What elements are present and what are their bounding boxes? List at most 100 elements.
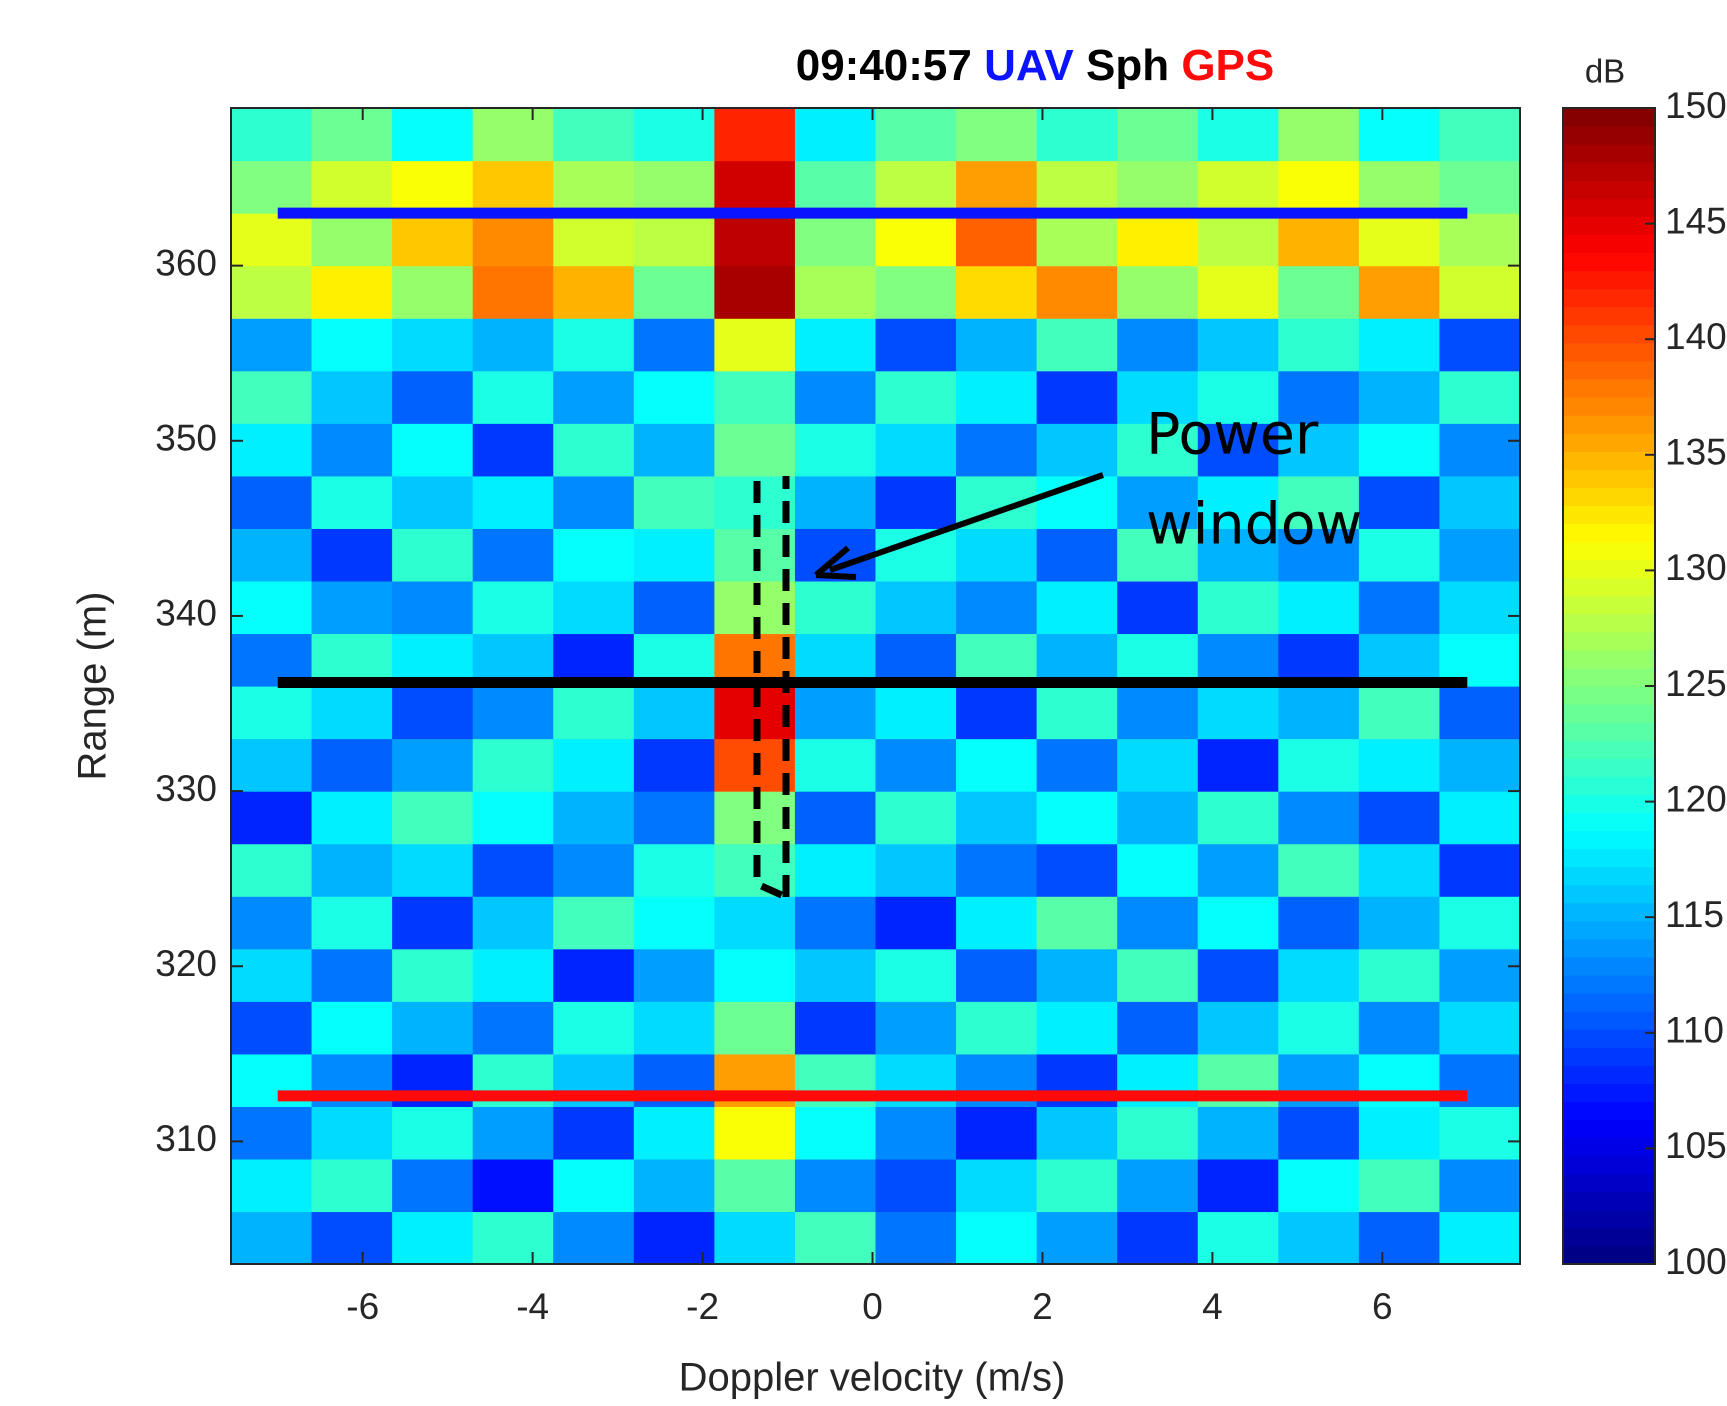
- heatmap-cell: [794, 265, 877, 319]
- colorbar-cell: [1563, 559, 1655, 579]
- heatmap-cell: [311, 1001, 393, 1055]
- colorbar-cell: [1563, 956, 1655, 976]
- colorbar-cell: [1563, 324, 1655, 344]
- heatmap-cell: [1197, 738, 1279, 792]
- heatmap-cell: [956, 738, 1038, 792]
- heatmap-cell: [1117, 843, 1199, 897]
- heatmap-cell: [392, 580, 474, 635]
- heatmap-cell: [794, 1001, 877, 1055]
- heatmap-cell: [633, 528, 715, 582]
- heatmap-cell: [794, 791, 877, 845]
- heatmap-cell: [472, 423, 554, 477]
- heatmap-cell: [1439, 213, 1521, 267]
- heatmap-cell: [1197, 1106, 1279, 1160]
- heatmap-cell: [472, 738, 554, 792]
- heatmap-cell: [311, 1158, 393, 1213]
- heatmap-cell: [1197, 213, 1279, 267]
- heatmap-cell: [956, 843, 1038, 897]
- heatmap-cell: [553, 791, 635, 845]
- heatmap-cell: [1036, 896, 1118, 950]
- heatmap-cell: [1358, 370, 1441, 424]
- heatmap-cell: [1197, 1211, 1279, 1265]
- heatmap-cell: [633, 948, 715, 1002]
- heatmap-cell: [392, 1211, 474, 1265]
- heatmap-cell: [231, 896, 313, 950]
- heatmap-cell: [956, 1001, 1038, 1055]
- heatmap-cell: [714, 1211, 796, 1265]
- arrow-head: [814, 545, 857, 580]
- y-tick-label: 310: [155, 1118, 217, 1159]
- heatmap-cell: [1278, 1158, 1360, 1213]
- heatmap-cell: [392, 160, 474, 214]
- heatmap-cell: [794, 213, 877, 267]
- colorbar-tick-label: 100: [1665, 1241, 1727, 1282]
- heatmap-cell: [1117, 896, 1199, 950]
- colorbar-cell: [1563, 758, 1655, 777]
- heatmap-cell: [1278, 370, 1360, 424]
- heatmap-cell: [1358, 791, 1441, 845]
- heatmap-cell: [794, 370, 877, 424]
- colorbar-cell: [1563, 252, 1655, 272]
- heatmap-cell: [1197, 265, 1279, 319]
- heatmap-cell: [392, 1106, 474, 1160]
- heatmap-cell: [1358, 475, 1441, 529]
- colorbar-cell: [1563, 1119, 1655, 1139]
- heatmap-cell: [553, 896, 635, 950]
- heatmap-cell: [1117, 108, 1199, 162]
- heatmap-cell: [956, 108, 1038, 162]
- heatmap-cell: [714, 423, 796, 477]
- colorbar-tick-label: 125: [1665, 663, 1727, 704]
- heatmap-cell: [1117, 475, 1199, 529]
- colorbar-cell: [1563, 306, 1655, 326]
- heatmap-cell: [1036, 108, 1118, 162]
- heatmap-cell: [794, 843, 877, 897]
- heatmap-cell: [311, 265, 393, 319]
- colorbar-cell: [1563, 451, 1655, 470]
- arrow-shaft: [829, 472, 1104, 573]
- x-tick-label: 0: [862, 1286, 883, 1327]
- heatmap-cell: [553, 160, 635, 214]
- heatmap-cell: [956, 948, 1038, 1002]
- colorbar-cell: [1563, 866, 1655, 886]
- heatmap-cell: [472, 791, 554, 845]
- heatmap-cell: [1117, 791, 1199, 845]
- heatmap-cell: [1439, 580, 1521, 635]
- heatmap-cell: [794, 580, 877, 635]
- heatmap-cell: [956, 370, 1038, 424]
- heatmap-cell: [1278, 1211, 1360, 1265]
- heatmap-cell: [1117, 213, 1199, 267]
- heatmap-cell: [472, 1158, 554, 1213]
- heatmap-cell: [633, 791, 715, 845]
- heatmap-cell: [472, 1106, 554, 1160]
- heatmap-cell: [231, 686, 313, 740]
- heatmap-cell: [1117, 423, 1199, 477]
- heatmap-cell: [1278, 528, 1360, 582]
- heatmap-cell: [1278, 423, 1360, 477]
- x-tick-label: 4: [1202, 1286, 1223, 1327]
- colorbar-cell: [1563, 505, 1655, 525]
- heatmap-cell: [392, 475, 474, 529]
- heatmap-cell: [311, 423, 393, 477]
- x-axis-label: Doppler velocity (m/s): [679, 1356, 1066, 1400]
- heatmap-cell: [392, 370, 474, 424]
- heatmap-cell: [1117, 1001, 1199, 1055]
- heatmap-cell: [1197, 948, 1279, 1002]
- colorbar-cell: [1563, 1011, 1655, 1030]
- heatmap-cell: [472, 1211, 554, 1265]
- heatmap-cell: [1358, 948, 1441, 1002]
- heatmap-cell: [956, 528, 1038, 582]
- heatmap-cell: [1358, 738, 1441, 792]
- colorbar-tick-label: 150: [1665, 85, 1727, 126]
- heatmap-cell: [956, 896, 1038, 950]
- colorbar-cell: [1563, 848, 1655, 868]
- heatmap-cell: [633, 213, 715, 267]
- y-tick-label: 340: [155, 593, 217, 634]
- heatmap-cell: [231, 738, 313, 792]
- colorbar-cell: [1563, 108, 1655, 127]
- heatmap-cell: [1358, 318, 1441, 372]
- heatmap-cell: [714, 265, 796, 319]
- heatmap-cell: [875, 1158, 957, 1213]
- heatmap-cell: [1439, 1158, 1521, 1213]
- colorbar-tick-label: 140: [1665, 316, 1727, 357]
- heatmap-cell: [553, 475, 635, 529]
